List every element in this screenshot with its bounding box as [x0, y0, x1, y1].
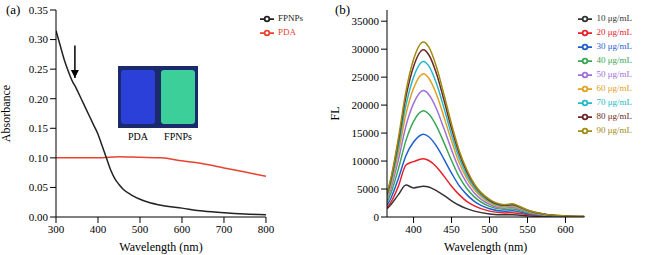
- svg-text:20000: 20000: [352, 99, 380, 111]
- svg-text:600: 600: [174, 223, 191, 235]
- html-text:90 μg/mL: 90 μg/mL: [596, 125, 632, 136]
- html-text:(b): (b): [335, 2, 351, 17]
- svg-text:0.35: 0.35: [29, 4, 49, 16]
- html-text:(a): (a): [6, 2, 21, 17]
- html-text:PDA: PDA: [128, 131, 148, 142]
- svg-text:FL: FL: [329, 106, 342, 120]
- svg-text:500: 500: [132, 223, 149, 235]
- html-text:70 μg/mL: 70 μg/mL: [596, 97, 632, 108]
- svg-text:5000: 5000: [357, 183, 380, 195]
- svg-text:0.00: 0.00: [29, 211, 49, 223]
- svg-text:0: 0: [374, 211, 380, 223]
- svg-text:Wavelength (nm): Wavelength (nm): [444, 240, 527, 254]
- html-text:30 μg/mL: 30 μg/mL: [596, 41, 632, 52]
- html-text:20 μg/mL: 20 μg/mL: [596, 27, 632, 38]
- svg-text:Absorbance: Absorbance: [0, 85, 13, 142]
- svg-text:500: 500: [481, 223, 498, 235]
- svg-text:300: 300: [48, 223, 65, 235]
- svg-text:400: 400: [405, 223, 422, 235]
- svg-text:800: 800: [258, 223, 275, 235]
- svg-text:0.05: 0.05: [29, 181, 49, 193]
- svg-text:0.20: 0.20: [29, 93, 49, 105]
- svg-text:30000: 30000: [352, 43, 380, 55]
- html-text:PDA: PDA: [278, 27, 296, 38]
- svg-text:550: 550: [519, 223, 536, 235]
- svg-text:400: 400: [90, 223, 107, 235]
- svg-text:700: 700: [216, 223, 233, 235]
- svg-text:0.15: 0.15: [29, 122, 49, 134]
- svg-text:35000: 35000: [352, 15, 380, 27]
- html-text:FPNPs: FPNPs: [278, 13, 303, 24]
- svg-text:15000: 15000: [352, 127, 380, 139]
- svg-text:25000: 25000: [352, 71, 380, 83]
- svg-text:0.30: 0.30: [29, 33, 49, 45]
- html-text:60 μg/mL: 60 μg/mL: [596, 83, 632, 94]
- svg-text:10000: 10000: [352, 155, 380, 167]
- html-text:40 μg/mL: 40 μg/mL: [596, 55, 632, 66]
- svg-text:0.25: 0.25: [29, 63, 49, 75]
- svg-text:Wavelength (nm): Wavelength (nm): [119, 240, 202, 254]
- svg-text:600: 600: [557, 223, 574, 235]
- html-text:10 μg/mL: 10 μg/mL: [596, 13, 632, 24]
- html-text:FPNPs: FPNPs: [164, 131, 192, 142]
- svg-text:0.10: 0.10: [29, 152, 49, 164]
- svg-text:450: 450: [443, 223, 460, 235]
- html-text:50 μg/mL: 50 μg/mL: [596, 69, 632, 80]
- html-text:80 μg/mL: 80 μg/mL: [596, 111, 632, 122]
